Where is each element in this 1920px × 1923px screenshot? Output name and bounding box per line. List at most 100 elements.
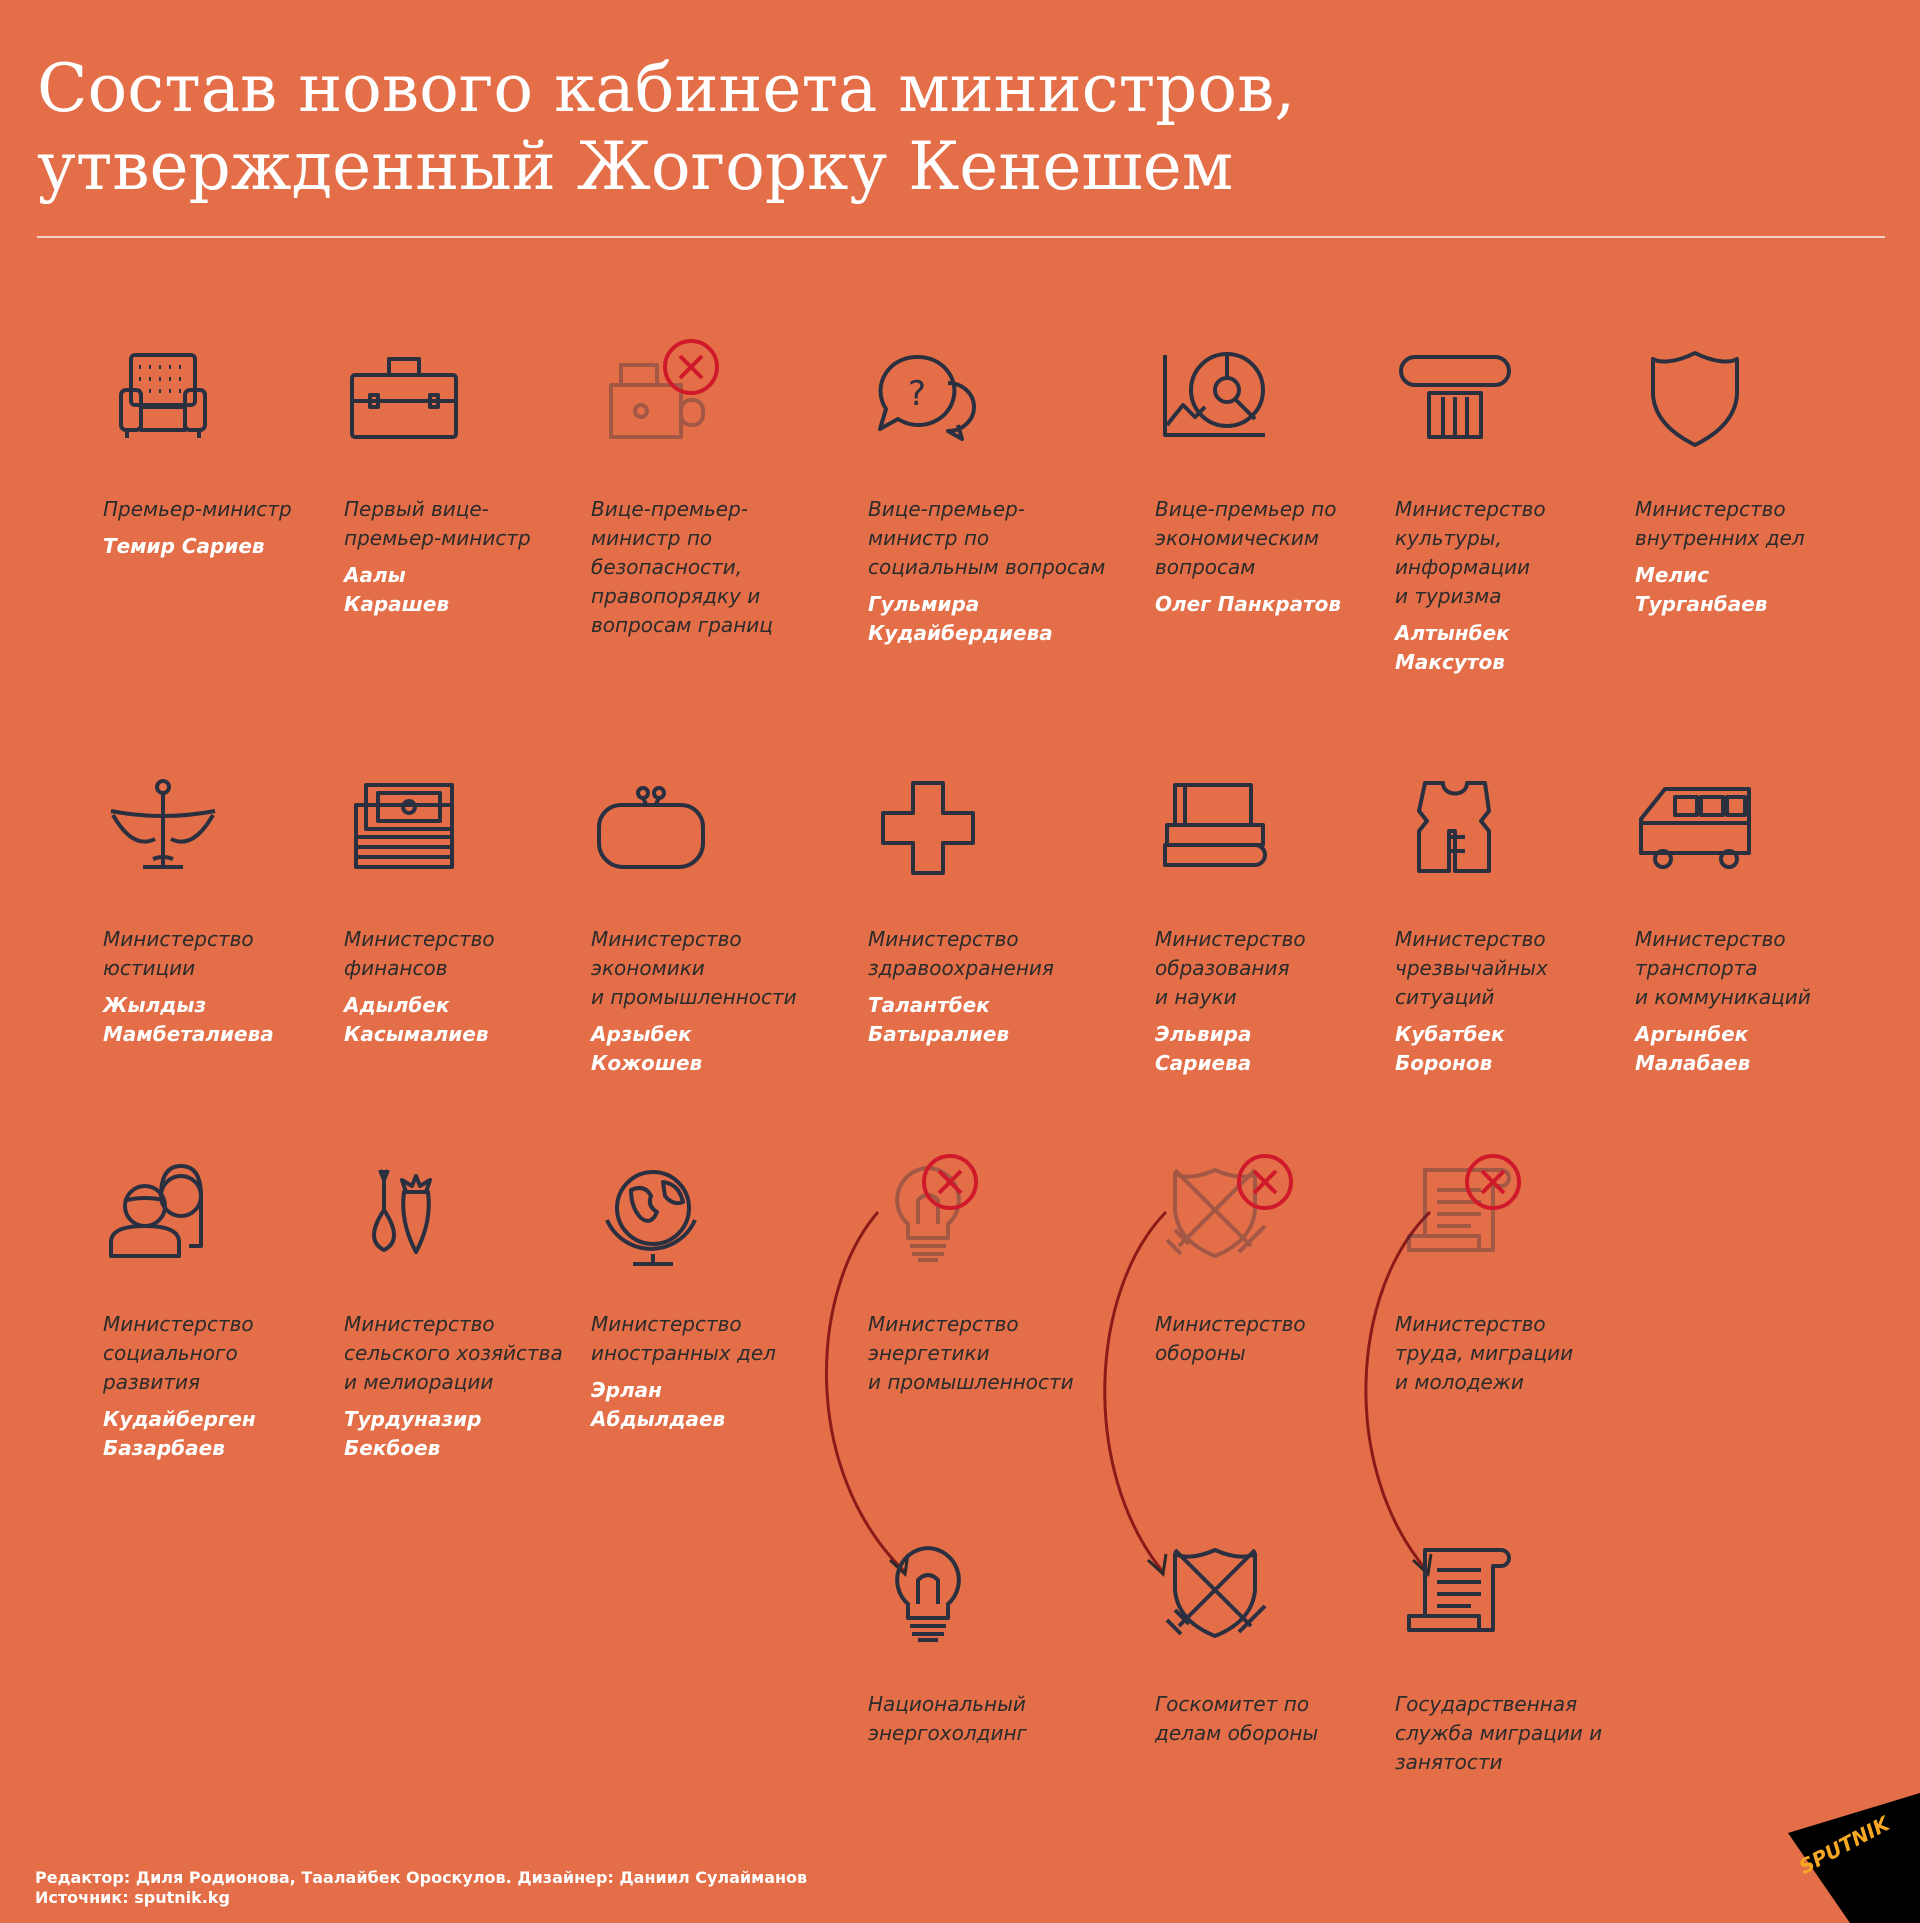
cabinet-item: ? Вице-премьер- министр по социальным воп… [868,345,1108,648]
position-label: Государственная служба миграции и занято… [1395,1692,1603,1774]
removed-x-icon [1463,1152,1523,1212]
title-divider [37,236,1885,238]
removed-x-icon [920,1152,980,1212]
position-label: Министерство обороны [1155,1312,1306,1365]
position-label: Министерство финансов [344,927,495,980]
cabinet-item: Вице-премьер- министр по безопасности, п… [591,339,831,640]
sputnik-logo: SPUTNIK [1788,1793,1920,1923]
position-label: Вице-премьер- министр по социальным вопр… [868,497,1106,579]
minister-name: Арзыбек Кожошев [591,1022,703,1075]
position-label: Министерство здравоохранения [868,927,1054,980]
cabinet-item: Госкомитет по делам обороны [1155,1540,1395,1748]
minister-name: Кудайберген Базарбаев [103,1407,256,1460]
arrow-defense [1103,1210,1168,1573]
minister-name: Темир Сариев [103,534,265,558]
credits-source: Источник: sputnik.kg [35,1888,230,1907]
arrow-energy [824,1211,907,1574]
scroll-icon [1395,1160,1515,1270]
cabinet-item: Министерство юстиции Жылдыз Мамбеталиева [103,775,343,1049]
money-stack-icon [344,775,464,885]
globe-icon [591,1160,711,1270]
cabinet-item: Министерство иностранных дел Эрлан Абдылд… [591,1160,831,1434]
cabinet-item: Вице-премьер по экономическим вопросам Ол… [1155,345,1395,619]
column-icon [1395,345,1515,455]
lightbulb-icon [868,1540,988,1650]
minister-name: Мелис Турганбаев [1635,563,1768,616]
svg-text:?: ? [908,374,926,414]
position-label: Министерство сельского хозяйства и мелио… [344,1312,563,1394]
cabinet-item: Министерство труда, миграции и молодежи [1395,1154,1635,1397]
armchair-icon [103,345,223,455]
cabinet-item: Национальный энергохолдинг [868,1540,1108,1748]
position-label: Министерство труда, миграции и молодежи [1395,1312,1574,1394]
position-label: Министерство иностранных дел [591,1312,776,1365]
credits: Редактор: Диля Родионова, Таалайбек Орoс… [35,1868,807,1908]
bus-icon [1635,775,1755,885]
removed-x-icon [661,337,721,397]
position-label: Министерство транспорта и коммуникаций [1635,927,1811,1009]
position-label: Министерство энергетики и промышленности [868,1312,1074,1394]
page-title: Состав нового кабинета министров, утвержд… [37,50,1295,206]
title-line-1: Состав нового кабинета министров, [37,50,1296,127]
vegetables-icon [344,1160,464,1270]
position-label: Министерство образования и науки [1155,927,1306,1009]
minister-name: Жылдыз Мамбеталиева [103,993,274,1046]
position-label: Национальный энергохолдинг [868,1692,1028,1745]
crossed-swords-icon [1155,1540,1275,1650]
cabinet-item: Министерство социального развития Кудайбе… [103,1160,343,1463]
position-label: Премьер-министр [103,497,292,521]
cabinet-item: Премьер-министр Темир Сариев [103,345,343,561]
cabinet-item: Министерство энергетики и промышленности [868,1154,1108,1397]
credits-editor: Редактор: Диля Родионова, Таалайбек Орoс… [35,1868,808,1887]
briefcase-icon [344,345,464,455]
position-label: Министерство социального развития [103,1312,254,1394]
minister-name: Талантбек Батыралиев [868,993,1010,1046]
removed-x-icon [1235,1152,1295,1212]
cabinet-item: Министерство чрезвычайных ситуаций Кубатб… [1395,775,1635,1078]
minister-name: Эльвира Сариева [1155,1022,1252,1075]
medical-cross-icon [868,775,988,885]
cabinet-item: Министерство транспорта и коммуникаций Ар… [1635,775,1875,1078]
cabinet-item: Министерство экономики и промышленности А… [591,775,831,1078]
position-label: Первый вице- премьер-министр [344,497,531,550]
cabinet-item: Министерство внутренних дел Мелис Турганб… [1635,345,1875,619]
minister-name: Олег Панкратов [1155,592,1342,616]
minister-name: Аалы Карашев [344,563,450,616]
cabinet-item: Министерство сельского хозяйства и мелио… [344,1160,584,1463]
camera-icon [591,345,711,455]
title-line-2: утвержденный Жогорку Кенешем [37,128,1234,205]
cabinet-item: Первый вице- премьер-министр Аалы Карашев [344,345,584,619]
scales-icon [103,775,223,885]
minister-name: Аргынбек Малабаев [1635,1022,1751,1075]
purse-icon [591,775,711,885]
position-label: Министерство чрезвычайных ситуаций [1395,927,1548,1009]
minister-name: Гульмира Кудайбердиева [868,592,1053,645]
position-label: Министерство экономики и промышленности [591,927,797,1009]
shield-icon [1635,345,1755,455]
scroll-icon [1395,1540,1515,1650]
cabinet-item: Министерство здравоохранения Талантбек Ба… [868,775,1108,1049]
cabinet-item: Министерство финансов Адылбек Касымалиев [344,775,584,1049]
minister-name: Турдуназир Бекбоев [344,1407,482,1460]
crossed-swords-icon [1155,1160,1275,1270]
position-label: Министерство культуры, информации и тури… [1395,497,1546,608]
position-label: Госкомитет по делам обороны [1155,1692,1319,1745]
minister-name: Эрлан Абдылдаев [591,1378,726,1431]
position-label: Вице-премьер- министр по безопасности, п… [591,497,773,637]
family-icon [103,1160,223,1270]
position-label: Вице-премьер по экономическим вопросам [1155,497,1337,579]
chart-icon [1155,345,1275,455]
life-vest-icon [1395,775,1515,885]
cabinet-item: Министерство культуры, информации и тури… [1395,345,1635,677]
books-icon [1155,775,1275,885]
cabinet-item: Государственная служба миграции и занято… [1395,1540,1635,1777]
chat-bubbles-icon: ? [868,345,988,455]
minister-name: Адылбек Касымалиев [344,993,489,1046]
cabinet-item: Министерство обороны [1155,1154,1395,1368]
minister-name: Кубатбек Боронов [1395,1022,1505,1075]
cabinet-item: Министерство образования и науки Эльвира … [1155,775,1395,1078]
arrow-labor [1364,1210,1432,1573]
position-label: Министерство внутренних дел [1635,497,1805,550]
minister-name: Алтынбек Максутов [1395,621,1510,674]
